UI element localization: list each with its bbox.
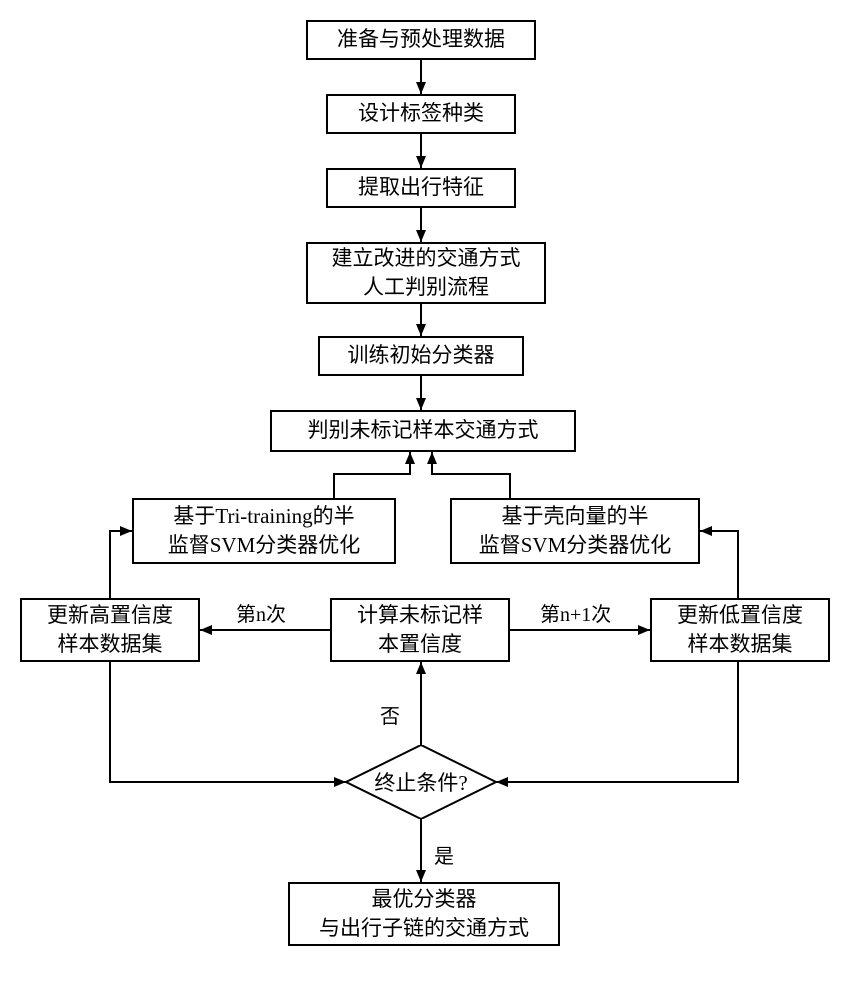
process-n8R: 更新低置信度 样本数据集 [650, 598, 830, 662]
process-label: 训练初始分类器 [348, 341, 495, 370]
process-n1: 准备与预处理数据 [306, 20, 536, 60]
process-label: 最优分类器 与出行子链的交通方式 [319, 885, 529, 944]
process-n9: 最优分类器 与出行子链的交通方式 [288, 882, 560, 946]
decision-nD: 终止条件? [346, 745, 496, 819]
decision-label: 终止条件? [346, 745, 496, 819]
process-label: 基于壳向量的半 监督SVM分类器优化 [479, 502, 672, 561]
process-label: 建立改进的交通方式 人工判别流程 [332, 244, 521, 303]
process-label: 设计标签种类 [358, 99, 484, 128]
edge-label: 是 [434, 840, 454, 869]
process-n7L: 基于Tri-training的半 监督SVM分类器优化 [132, 498, 396, 564]
process-n2: 设计标签种类 [326, 94, 516, 134]
process-label: 更新高置信度 样本数据集 [47, 601, 173, 660]
process-n4: 建立改进的交通方式 人工判别流程 [306, 242, 546, 304]
process-n3: 提取出行特征 [326, 168, 516, 208]
process-label: 基于Tri-training的半 监督SVM分类器优化 [168, 502, 361, 561]
process-label: 提取出行特征 [358, 173, 484, 202]
edge-label: 否 [380, 700, 400, 729]
edge-label: 第n+1次 [540, 598, 611, 627]
process-label: 更新低置信度 样本数据集 [677, 601, 803, 660]
process-label: 计算未标记样 本置信度 [357, 601, 483, 660]
process-n8C: 计算未标记样 本置信度 [330, 598, 510, 662]
process-n6: 判别未标记样本交通方式 [270, 410, 576, 452]
process-label: 判别未标记样本交通方式 [308, 416, 539, 445]
process-label: 准备与预处理数据 [337, 25, 505, 54]
process-n5: 训练初始分类器 [318, 336, 524, 376]
process-n8L: 更新高置信度 样本数据集 [20, 598, 200, 662]
edge-label: 第n次 [236, 598, 286, 627]
process-n7R: 基于壳向量的半 监督SVM分类器优化 [450, 498, 700, 564]
